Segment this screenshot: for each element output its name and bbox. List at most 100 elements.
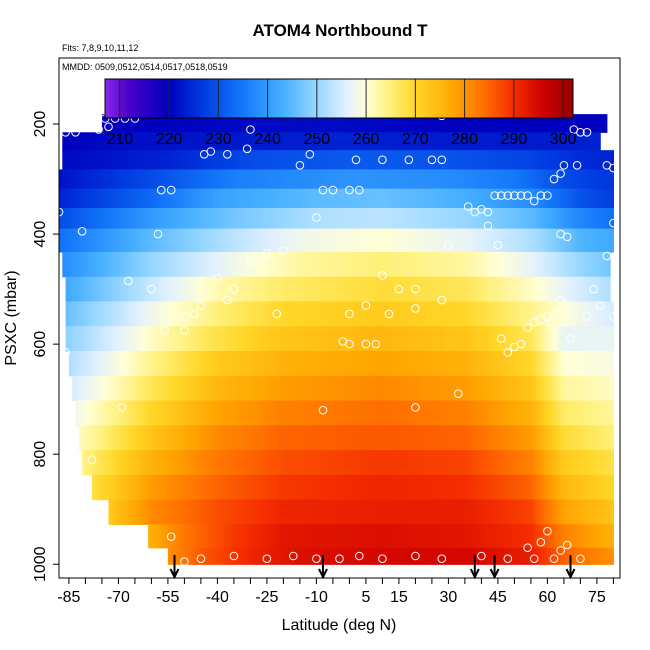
heat-cell — [517, 450, 522, 476]
heat-cell — [118, 301, 123, 327]
heat-cell — [233, 400, 238, 426]
heat-cell — [72, 351, 77, 377]
observation-point — [503, 348, 513, 357]
heat-cell — [524, 132, 529, 151]
heat-cell — [507, 499, 512, 525]
heat-cell — [332, 150, 337, 171]
heat-cell — [448, 326, 453, 352]
heat-cell — [177, 450, 182, 476]
heat-cell — [164, 114, 169, 133]
heat-cell — [603, 326, 608, 352]
heat-cell — [266, 251, 271, 278]
heat-cell — [491, 150, 496, 171]
heat-cell — [204, 425, 209, 451]
heat-cell — [365, 425, 370, 451]
heat-cell — [527, 169, 532, 190]
heat-cell — [484, 375, 489, 402]
heat-cell — [105, 450, 110, 476]
heat-cell — [474, 400, 479, 426]
heat-cell — [431, 351, 436, 377]
heat-cell — [382, 188, 387, 209]
heat-cell — [352, 301, 357, 327]
heat-cell — [266, 188, 271, 209]
heat-cell — [395, 474, 400, 501]
heat-cell — [181, 547, 185, 565]
heat-cell — [455, 276, 459, 303]
heat-cell — [85, 400, 90, 426]
heat-cell — [177, 474, 182, 501]
heat-cell — [504, 114, 509, 133]
heat-cell — [580, 400, 585, 426]
heat-cell — [593, 114, 598, 133]
heat-cell — [603, 188, 608, 209]
heat-cell — [95, 301, 100, 327]
heat-cell — [412, 547, 416, 565]
heat-cell — [187, 188, 192, 209]
heat-cell — [200, 351, 205, 377]
heat-cell — [125, 375, 129, 402]
heat-cell — [181, 524, 185, 549]
heat-cell — [375, 474, 380, 501]
heat-cell — [78, 188, 83, 209]
observation-point — [196, 554, 206, 564]
heat-cell — [501, 251, 506, 278]
heat-cell — [610, 169, 614, 190]
observation-point — [437, 554, 447, 564]
heat-cell — [610, 547, 614, 565]
heat-cell — [547, 326, 552, 352]
heat-cell — [488, 251, 492, 278]
observation-point — [312, 213, 321, 222]
heat-cell — [286, 169, 291, 190]
heat-cell — [412, 326, 416, 352]
heat-cell — [313, 114, 317, 133]
heat-cell — [379, 169, 383, 190]
heat-cell — [517, 228, 522, 253]
heat-cell — [514, 132, 519, 151]
heat-cell — [365, 474, 370, 501]
heat-cell — [154, 425, 159, 451]
heat-cell — [131, 207, 136, 230]
heat-cell — [303, 499, 308, 525]
heat-cell — [309, 499, 314, 525]
heat-cell — [237, 114, 242, 133]
heat-cell — [332, 547, 337, 565]
heat-cell — [438, 375, 443, 402]
heat-cell — [184, 207, 189, 230]
heat-cell — [534, 400, 539, 426]
heat-cell — [590, 474, 595, 501]
heat-cell — [342, 228, 347, 253]
heat-cell — [134, 276, 139, 303]
heat-cell — [349, 132, 354, 151]
heat-cell — [524, 228, 529, 253]
heat-cell — [385, 188, 390, 209]
heat-cell — [507, 547, 512, 565]
heat-cell — [98, 276, 103, 303]
heat-cell — [352, 499, 357, 525]
heat-cell — [544, 547, 548, 565]
heat-cell — [534, 425, 539, 451]
heat-cell — [455, 132, 459, 151]
heat-cell — [422, 351, 426, 377]
heat-cell — [573, 425, 578, 451]
heat-cell — [603, 276, 608, 303]
heat-cell — [286, 301, 291, 327]
heat-cell — [184, 301, 189, 327]
heat-cell — [491, 400, 496, 426]
heat-cell — [95, 251, 100, 278]
heat-cell — [177, 114, 182, 133]
heat-cell — [313, 499, 317, 525]
heat-cell — [131, 326, 136, 352]
heat-cell — [448, 114, 453, 133]
heat-cell — [210, 150, 215, 171]
heat-cell — [263, 276, 268, 303]
heat-cell — [138, 132, 143, 151]
heat-cell — [590, 114, 595, 133]
heat-cell — [280, 351, 284, 377]
heat-cell — [517, 425, 522, 451]
heat-cell — [521, 375, 525, 402]
heat-cell — [418, 276, 423, 303]
heat-cell — [587, 132, 591, 151]
heat-cell — [389, 450, 393, 476]
heat-cell — [422, 207, 426, 230]
heat-cell — [75, 400, 80, 426]
